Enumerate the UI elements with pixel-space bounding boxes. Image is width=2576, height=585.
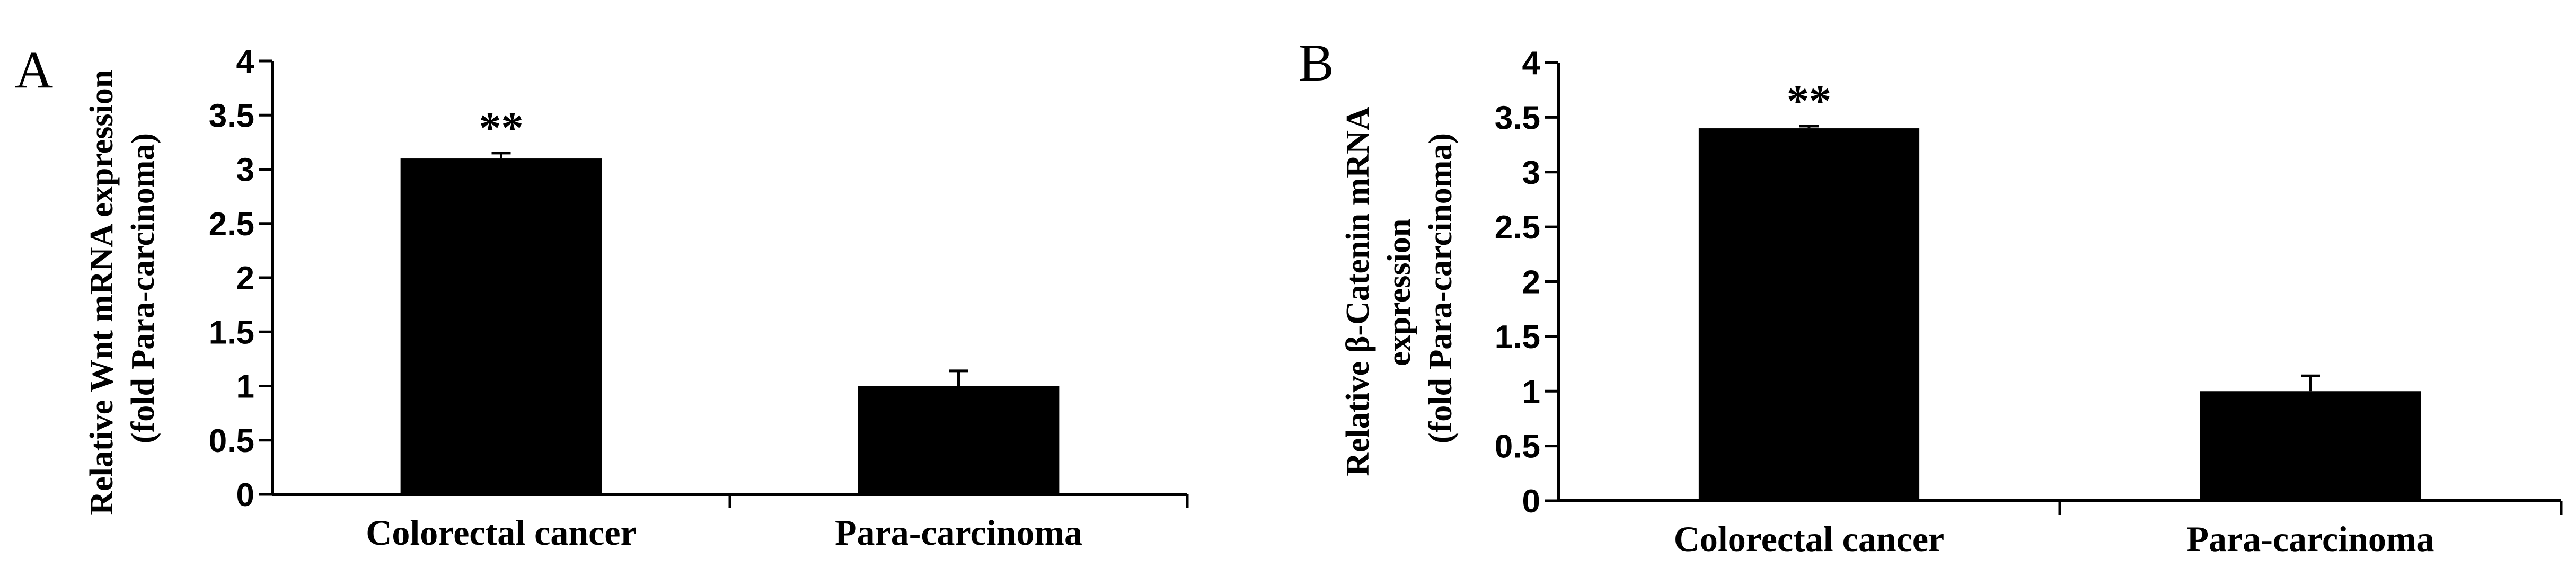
y-tick-label: 3.5 <box>1495 100 1540 136</box>
y-axis-label-line: Relative β-Catenin mRNA <box>1340 107 1376 476</box>
significance-label: ** <box>1787 76 1831 126</box>
y-tick-label: 0 <box>236 477 254 513</box>
y-tick-label: 2.5 <box>1495 209 1540 246</box>
bar <box>2200 391 2421 501</box>
chart-marks: 0 0.5 1 1.5 2 2.5 3 3.5 4 ** Colorectal cancer Para… <box>1495 45 2563 559</box>
chart-panel-b: B Relative β-Catenin mRNA expression (fo… <box>1299 33 2563 559</box>
y-tick-label: 3 <box>1522 155 1540 191</box>
panel-label: B <box>1299 33 1334 92</box>
bar <box>400 158 602 494</box>
y-tick-label: 1 <box>236 369 254 405</box>
y-axis-label: Relative β-Catenin mRNA expression (fold… <box>1340 100 1459 476</box>
x-tick-label: Colorectal cancer <box>1674 519 1944 559</box>
chart-panel-a: A Relative Wnt mRNA expression (fold Par… <box>15 40 1189 553</box>
y-tick-label: 4 <box>236 43 255 80</box>
y-tick-label: 1 <box>1522 374 1540 410</box>
y-axis-label: Relative Wnt mRNA expression (fold Para-… <box>84 61 161 515</box>
y-axis-label-line: expression <box>1381 219 1417 366</box>
y-tick-label: 3 <box>236 152 254 189</box>
y-axis-label-line: Relative Wnt mRNA expression <box>84 70 120 515</box>
panel-label: A <box>15 40 53 99</box>
bar <box>858 386 1060 494</box>
x-tick-label: Para-carcinoma <box>835 512 1082 553</box>
y-tick-label: 4 <box>1522 45 1541 82</box>
significance-label: ** <box>479 103 524 153</box>
chart-marks: 0 0.5 1 1.5 2 2.5 3 3.5 4 ** Colorectal cancer Para… <box>209 43 1189 553</box>
x-tick-label: Colorectal cancer <box>366 512 636 553</box>
y-tick-label: 0.5 <box>209 423 254 459</box>
y-tick-label: 0 <box>1522 483 1540 520</box>
y-tick-label: 2 <box>236 260 254 297</box>
y-tick-label: 0.5 <box>1495 429 1540 465</box>
y-axis-label-line: (fold Para-carcinoma) <box>1423 133 1459 444</box>
y-tick-label: 1.5 <box>1495 319 1540 356</box>
bar <box>1698 128 1920 501</box>
x-tick-label: Para-carcinoma <box>2186 519 2434 559</box>
y-tick-label: 1.5 <box>209 314 254 351</box>
y-axis-label-line: (fold Para-carcinoma) <box>125 133 161 444</box>
y-tick-label: 3.5 <box>209 98 254 134</box>
y-tick-label: 2 <box>1522 264 1540 301</box>
y-tick-label: 2.5 <box>209 206 254 243</box>
